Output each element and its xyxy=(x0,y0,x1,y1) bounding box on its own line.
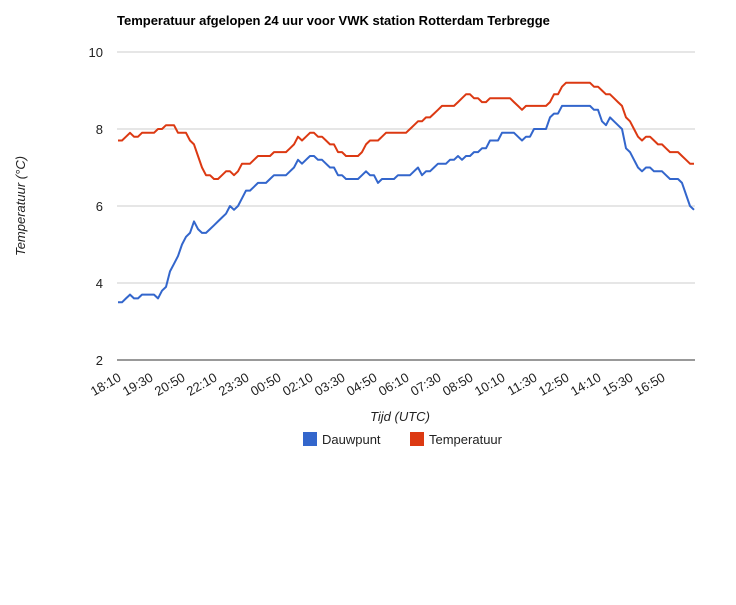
x-tick-label: 07:30 xyxy=(408,370,444,399)
y-axis-title: Temperatuur (°C) xyxy=(13,156,28,256)
x-tick-label: 02:10 xyxy=(280,370,316,399)
series-line-dauwpunt xyxy=(118,104,695,304)
x-tick-labels: 18:1019:3020:5022:1023:3000:5002:1003:30… xyxy=(88,370,668,399)
y-tick-label: 8 xyxy=(96,122,103,137)
legend-swatch-temperatuur xyxy=(410,432,424,446)
x-tick-label: 10:10 xyxy=(472,370,508,399)
legend-label-dauwpunt: Dauwpunt xyxy=(322,432,381,447)
series-line-temperatuur xyxy=(118,81,694,180)
x-tick-label: 23:30 xyxy=(216,370,252,399)
y-tick-label: 10 xyxy=(89,45,103,60)
x-tick-label: 19:30 xyxy=(120,370,156,399)
x-tick-label: 14:10 xyxy=(568,370,604,399)
y-tick-labels: 2 4 6 8 10 xyxy=(89,45,103,368)
x-tick-label: 04:50 xyxy=(344,370,380,399)
x-tick-label: 20:50 xyxy=(152,370,188,399)
x-tick-label: 22:10 xyxy=(184,370,220,399)
x-tick-label: 12:50 xyxy=(536,370,572,399)
x-axis-title: Tijd (UTC) xyxy=(370,409,430,424)
x-tick-label: 06:10 xyxy=(376,370,412,399)
x-tick-label: 00:50 xyxy=(248,370,284,399)
x-tick-label: 08:50 xyxy=(440,370,476,399)
x-tick-label: 03:30 xyxy=(312,370,348,399)
y-tick-label: 2 xyxy=(96,353,103,368)
y-tick-label: 6 xyxy=(96,199,103,214)
legend-label-temperatuur: Temperatuur xyxy=(429,432,503,447)
series-lines xyxy=(118,81,695,304)
y-tick-label: 4 xyxy=(96,276,103,291)
legend: Dauwpunt Temperatuur xyxy=(303,432,503,447)
x-tick-label: 15:30 xyxy=(600,370,636,399)
chart-title: Temperatuur afgelopen 24 uur voor VWK st… xyxy=(117,13,550,28)
legend-swatch-dauwpunt xyxy=(303,432,317,446)
gridlines xyxy=(117,51,695,361)
x-tick-label: 18:10 xyxy=(88,370,124,399)
x-tick-label: 16:50 xyxy=(632,370,668,399)
x-tick-label: 11:30 xyxy=(505,370,540,399)
